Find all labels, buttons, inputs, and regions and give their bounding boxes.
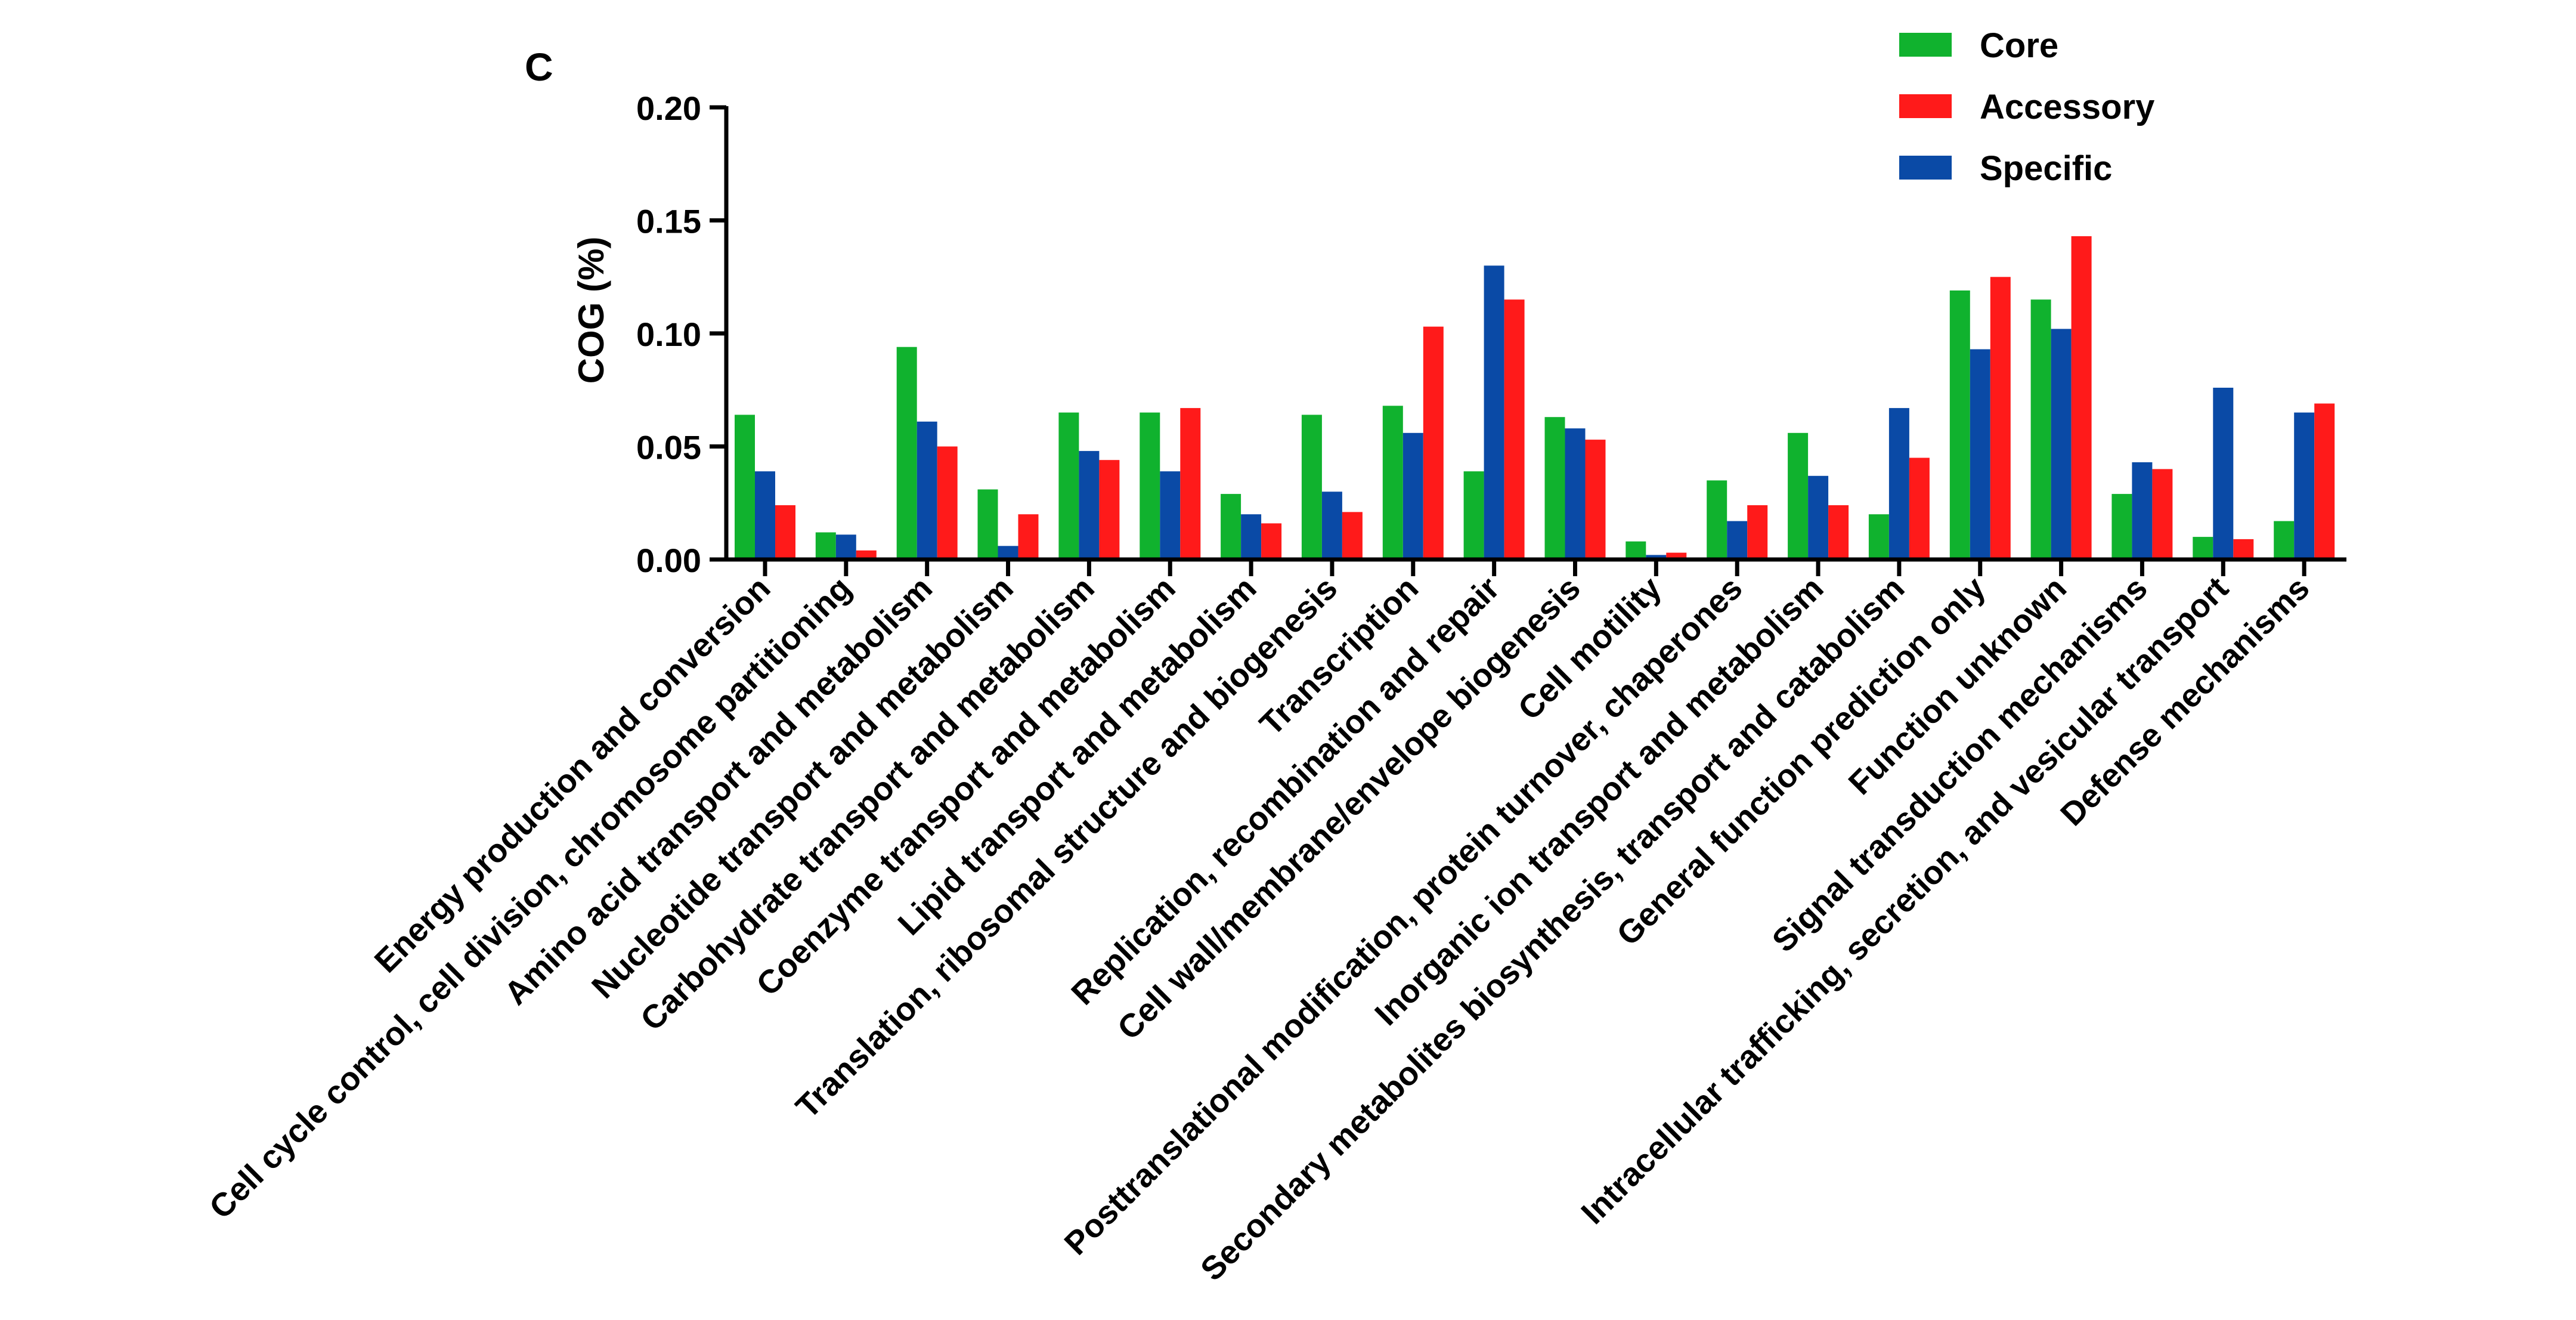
- bars-group: [735, 236, 2335, 560]
- legend-swatch-core: [1899, 33, 1952, 57]
- bar-accessory-9: [1423, 326, 1444, 559]
- bar-core-19: [2193, 537, 2213, 559]
- bar-specific-5: [1079, 451, 1100, 559]
- bar-accessory-7: [1261, 523, 1282, 559]
- bar-specific-6: [1160, 471, 1181, 559]
- bar-accessory-4: [1018, 514, 1039, 559]
- bar-core-20: [2274, 521, 2295, 559]
- bar-core-9: [1382, 406, 1403, 559]
- bar-core-5: [1058, 412, 1079, 559]
- bar-core-11: [1544, 417, 1565, 559]
- y-tick-label-3: 0.10: [636, 316, 701, 353]
- bar-core-3: [896, 347, 917, 559]
- bar-core-2: [815, 532, 836, 559]
- bar-core-14: [1788, 432, 1809, 559]
- bar-specific-1: [755, 471, 775, 559]
- y-tick-label-5: 0.20: [636, 89, 701, 127]
- bar-accessory-8: [1342, 512, 1363, 559]
- bar-core-13: [1707, 480, 1727, 559]
- bar-core-6: [1140, 412, 1160, 559]
- bar-specific-13: [1727, 521, 1748, 559]
- y-tick-label-1: 0.00: [636, 542, 701, 579]
- bar-specific-16: [1970, 349, 1990, 559]
- bar-core-17: [2030, 299, 2051, 559]
- bar-core-4: [977, 489, 998, 559]
- bar-accessory-19: [2233, 539, 2254, 559]
- bar-core-1: [735, 415, 755, 559]
- bar-accessory-10: [1504, 299, 1525, 559]
- bar-accessory-5: [1099, 460, 1120, 559]
- bar-accessory-14: [1828, 505, 1849, 559]
- legend-swatch-specific: [1899, 156, 1952, 180]
- y-tick-label-2: 0.05: [636, 429, 701, 466]
- panel-label: C: [525, 45, 553, 89]
- bar-core-18: [2111, 494, 2132, 559]
- bar-accessory-12: [1666, 552, 1687, 559]
- y-tick-label-4: 0.15: [636, 203, 701, 240]
- legend-label-core: Core: [1980, 26, 2058, 65]
- bar-specific-19: [2213, 388, 2234, 559]
- bar-specific-20: [2294, 412, 2315, 559]
- legend-swatch-accessory: [1899, 94, 1952, 118]
- bar-specific-2: [835, 534, 856, 559]
- bar-specific-18: [2132, 462, 2153, 559]
- bar-core-7: [1221, 494, 1241, 559]
- bar-specific-9: [1402, 432, 1423, 559]
- bar-core-16: [1949, 290, 1970, 559]
- legend-label-accessory: Accessory: [1980, 88, 2154, 126]
- legend: Core Accessory Specific: [1899, 26, 2154, 188]
- bar-accessory-18: [2152, 469, 2173, 559]
- bar-core-10: [1463, 471, 1484, 559]
- y-ticks-group: 0.00 0.05 0.10 0.15 0.20: [636, 89, 726, 579]
- bar-specific-3: [917, 421, 937, 559]
- bar-accessory-2: [856, 550, 877, 559]
- bar-accessory-13: [1747, 505, 1768, 559]
- bar-accessory-17: [2071, 236, 2092, 559]
- bar-specific-7: [1241, 514, 1262, 559]
- bar-specific-11: [1565, 428, 1586, 559]
- bar-specific-12: [1646, 555, 1667, 559]
- bar-accessory-15: [1909, 457, 1930, 559]
- bar-specific-4: [998, 546, 1018, 559]
- bar-accessory-20: [2314, 403, 2335, 559]
- bar-core-15: [1868, 514, 1889, 559]
- bar-specific-15: [1888, 408, 1909, 559]
- bar-specific-14: [1808, 475, 1829, 559]
- bar-core-12: [1626, 541, 1646, 559]
- bar-specific-8: [1321, 491, 1342, 559]
- bar-accessory-6: [1180, 408, 1201, 559]
- y-axis-label: COG (%): [571, 237, 611, 384]
- bar-specific-17: [2051, 329, 2072, 559]
- bar-core-8: [1301, 415, 1322, 559]
- bar-accessory-1: [775, 505, 795, 559]
- bar-accessory-11: [1585, 440, 1606, 559]
- legend-label-specific: Specific: [1980, 149, 2112, 188]
- bar-accessory-3: [937, 446, 958, 559]
- bar-specific-10: [1484, 265, 1504, 559]
- bar-accessory-16: [1990, 277, 2011, 560]
